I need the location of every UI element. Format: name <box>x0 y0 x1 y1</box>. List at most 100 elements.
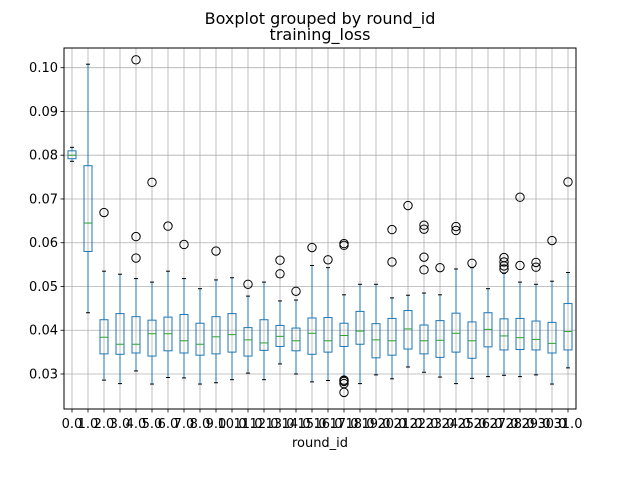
box-iqr <box>387 317 397 356</box>
y-tick-label: 0.08 <box>29 149 58 164</box>
y-tick-label: 0.05 <box>29 280 58 295</box>
box-iqr <box>451 312 461 353</box>
axis-layer: 0.03 0.04 0.05 0.06 0.07 0.08 0.09 0.10 0.01.02.… <box>29 61 582 432</box>
box-iqr <box>499 318 509 351</box>
flier-point <box>339 375 349 385</box>
box-iqr <box>355 310 365 345</box>
y-tick-label: 0.03 <box>29 367 58 382</box>
flier-point <box>531 262 541 272</box>
flier-point <box>435 262 445 273</box>
flier-point <box>179 239 189 250</box>
box-iqr <box>131 316 141 354</box>
x-tick-label: 30.0 <box>538 417 567 432</box>
flier-point <box>323 255 333 265</box>
x-tick-label: 16.0 <box>314 417 343 432</box>
flier-point <box>131 55 141 65</box>
box-group <box>179 239 189 379</box>
flier-point <box>419 224 429 234</box>
flier-point <box>515 260 525 271</box>
box-iqr <box>371 323 381 359</box>
box-group <box>339 238 349 398</box>
flier-point <box>99 207 109 218</box>
x-tick-label: 2.0 <box>94 417 115 432</box>
box-group <box>195 288 205 385</box>
box-group <box>467 258 477 379</box>
flier-point <box>339 238 349 249</box>
x-tick-label: 18.0 <box>346 417 375 432</box>
box-iqr <box>419 324 429 355</box>
box-iqr <box>339 322 349 347</box>
box-iqr <box>547 321 557 354</box>
flier-point <box>387 224 397 235</box>
box-group <box>451 221 461 385</box>
x-tick-label: 31.0 <box>554 417 583 432</box>
flier-point <box>275 269 285 279</box>
x-tick-label: 0.0 <box>62 417 83 432</box>
box-iqr <box>323 317 333 353</box>
box-group <box>291 286 301 375</box>
x-tick-label: 20.0 <box>378 417 407 432</box>
flier-point <box>147 177 157 188</box>
x-tick-label: 21.0 <box>394 417 423 432</box>
chart-title: training_loss <box>270 25 371 45</box>
box-group <box>547 235 557 385</box>
x-tick-label: 11.0 <box>234 417 263 432</box>
x-tick-label: 3.0 <box>110 417 131 432</box>
box-group <box>259 281 269 381</box>
flier-point <box>403 200 413 211</box>
box-group <box>243 279 253 374</box>
box-group <box>371 283 381 376</box>
box-iqr <box>147 319 157 357</box>
x-tick-label: 19.0 <box>362 417 391 432</box>
flier-point <box>451 225 461 236</box>
x-tick-label: 17.0 <box>330 417 359 432</box>
y-tick-label: 0.10 <box>29 61 58 76</box>
flier-point <box>467 258 477 268</box>
x-tick-label: 24.0 <box>442 417 471 432</box>
x-tick-label: 15.0 <box>298 417 327 432</box>
box-group <box>211 246 221 384</box>
x-tick-label: 9.0 <box>206 417 227 432</box>
flier-point <box>419 265 429 275</box>
chart-suptitle: Boxplot grouped by round_id <box>205 9 436 29</box>
x-tick-label: 12.0 <box>250 417 279 432</box>
box-iqr <box>195 322 205 356</box>
flier-point <box>515 192 525 202</box>
x-tick-label: 22.0 <box>410 417 439 432</box>
x-tick-label: 26.0 <box>474 417 503 432</box>
flier-point <box>387 257 397 267</box>
flier-point <box>291 286 301 296</box>
x-tick-label: 8.0 <box>190 417 211 432</box>
x-tick-label: 29.0 <box>522 417 551 432</box>
box-group <box>275 255 285 365</box>
box-layer <box>67 55 573 398</box>
box-iqr <box>515 317 525 350</box>
box-group <box>531 257 541 376</box>
box-group <box>435 262 445 378</box>
x-tick-label: 4.0 <box>126 417 147 432</box>
box-group <box>227 277 237 381</box>
box-iqr <box>259 319 269 351</box>
flier-point <box>499 257 509 267</box>
box-group <box>307 242 317 383</box>
x-axis-label: round_id <box>292 436 348 451</box>
flier-point <box>339 378 349 389</box>
x-tick-label: 13.0 <box>266 417 295 432</box>
x-tick-label: 27.0 <box>490 417 519 432</box>
flier-point <box>419 220 429 230</box>
box-iqr <box>291 327 301 352</box>
flier-point <box>307 242 317 253</box>
flier-point <box>547 235 557 246</box>
x-tick-label: 25.0 <box>458 417 487 432</box>
box-group <box>323 255 333 382</box>
box-group <box>483 288 493 378</box>
box-iqr <box>435 320 445 358</box>
box-iqr <box>227 313 237 353</box>
y-tick-label: 0.09 <box>29 105 58 120</box>
box-group <box>499 252 509 376</box>
x-tick-label: 23.0 <box>426 417 455 432</box>
x-tick-label: 14.0 <box>282 417 311 432</box>
x-tick-label: 7.0 <box>174 417 195 432</box>
flier-point <box>275 255 285 265</box>
